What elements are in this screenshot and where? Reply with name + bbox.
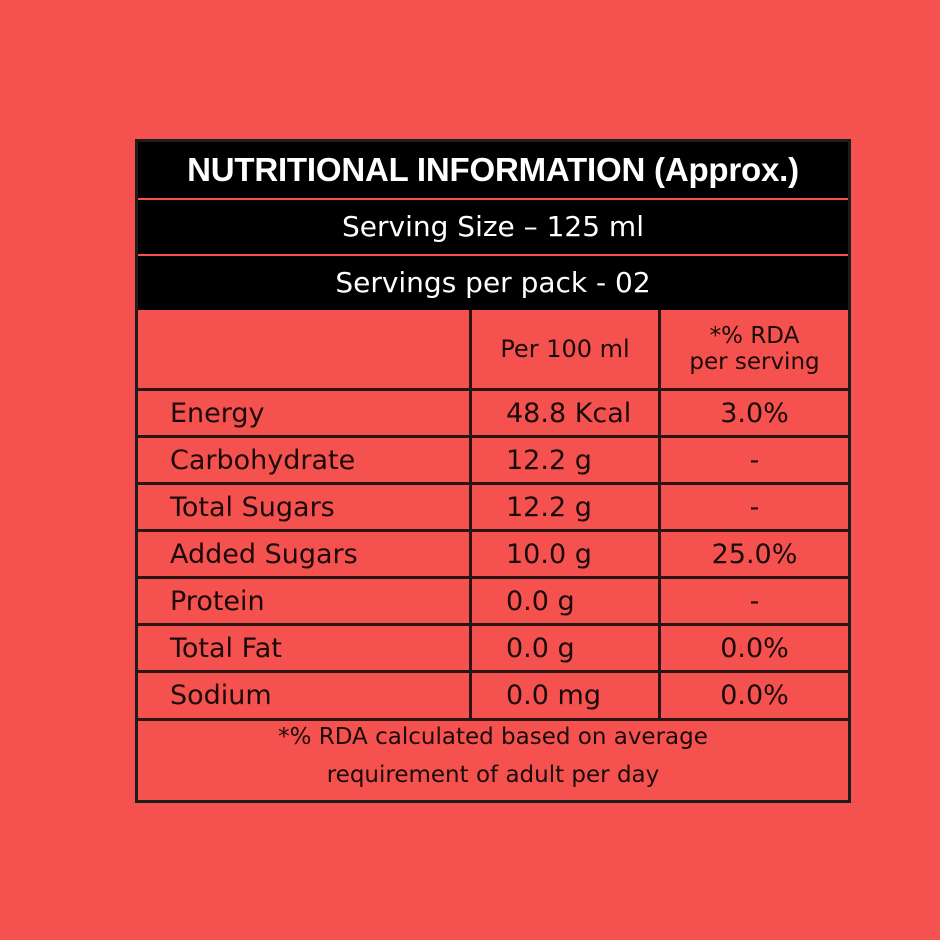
footnote-line1: *% RDA calculated based on average [278,724,708,750]
servings-per-pack: Servings per pack - 02 [138,256,848,310]
rda-value: 25.0% [711,538,798,570]
footnote-line2: requirement of adult per day [326,762,660,788]
rda-value: - [749,491,760,523]
header-rda-line2: per serving [689,349,820,375]
table-row: Added Sugars 10.0 g 25.0% [138,532,848,579]
rda-value: - [749,444,760,476]
table-row: Sodium 0.0 mg 0.0% [138,673,848,721]
nutrient-name: Energy [138,391,472,435]
nutrition-panel: NUTRITIONAL INFORMATION (Approx.) Servin… [135,139,851,803]
header-per-100ml: Per 100 ml [472,310,661,388]
per-100ml-value: 12.2 g [472,438,661,482]
rda-footnote: *% RDA calculated based on average requi… [138,712,848,800]
per-100ml-value: 10.0 g [472,532,661,576]
nutrition-table: Per 100 ml *% RDA per serving Energy 48.… [138,310,848,721]
nutrition-title: NUTRITIONAL INFORMATION (Approx.) [138,142,848,198]
nutrient-name: Total Fat [138,626,472,670]
nutrient-name: Protein [138,579,472,623]
table-row: Carbohydrate 12.2 g - [138,438,848,485]
table-row: Energy 48.8 Kcal 3.0% [138,391,848,438]
rda-value: 3.0% [720,397,789,429]
table-header-row: Per 100 ml *% RDA per serving [138,310,848,391]
table-row: Total Fat 0.0 g 0.0% [138,626,848,673]
nutrient-name: Added Sugars [138,532,472,576]
per-100ml-value: 0.0 mg [472,673,661,718]
header-rda-line1: *% RDA [709,323,800,349]
divider [138,198,848,200]
table-row: Protein 0.0 g - [138,579,848,626]
rda-value: 0.0% [720,680,789,711]
table-row: Total Sugars 12.2 g - [138,485,848,532]
per-100ml-value: 0.0 g [472,579,661,623]
rda-value: - [749,585,760,617]
nutrient-name: Sodium [138,673,472,718]
per-100ml-value: 48.8 Kcal [472,391,661,435]
per-100ml-value: 12.2 g [472,485,661,529]
serving-size: Serving Size – 125 ml [138,200,848,254]
header-rda: *% RDA per serving [661,310,848,388]
nutrient-name: Carbohydrate [138,438,472,482]
header-nutrient [138,310,472,388]
rda-value: 0.0% [720,632,789,664]
divider [138,254,848,256]
nutrient-name: Total Sugars [138,485,472,529]
per-100ml-value: 0.0 g [472,626,661,670]
